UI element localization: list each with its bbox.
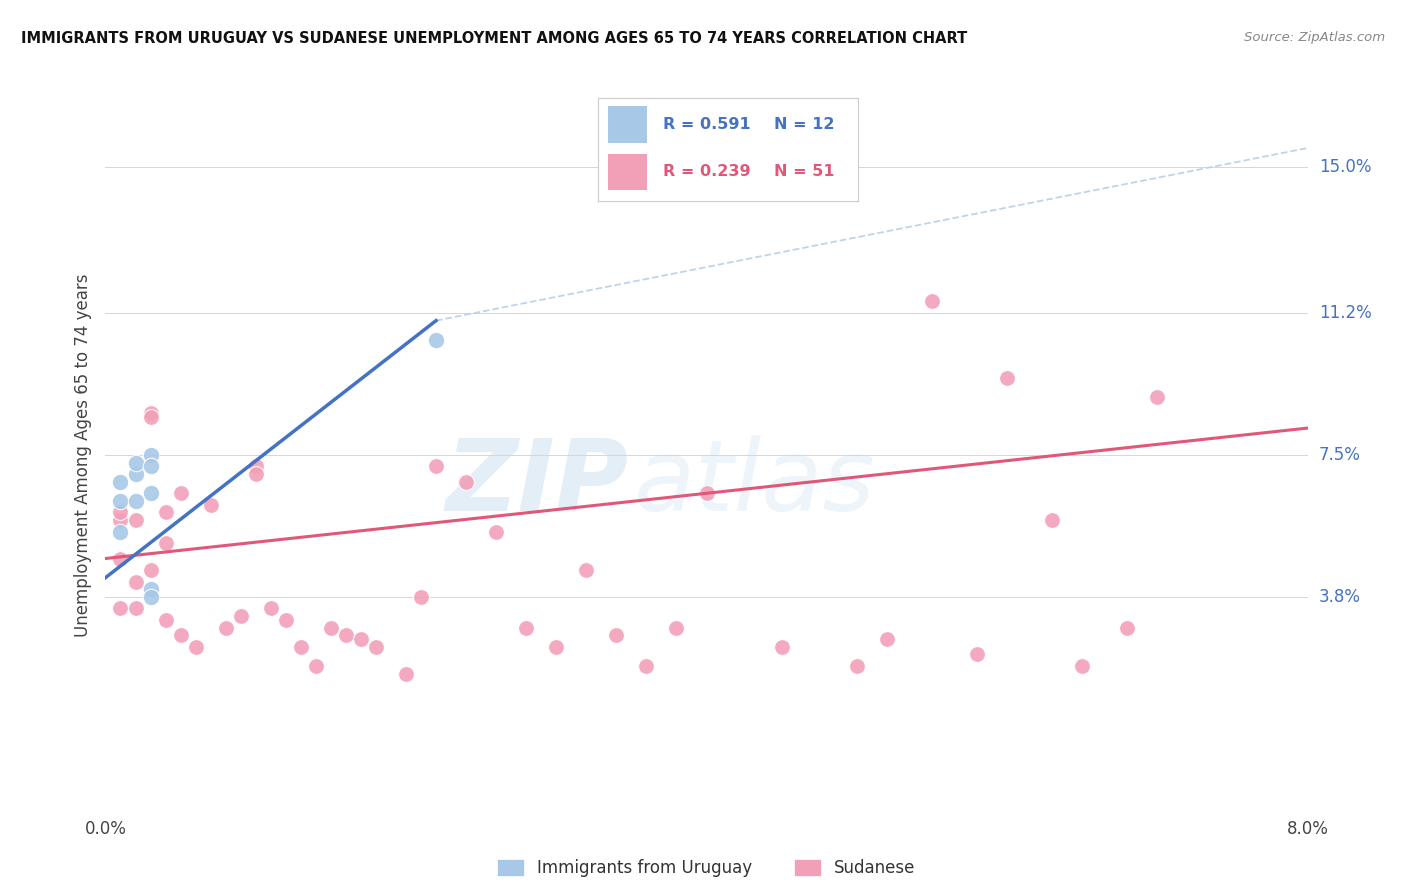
Text: atlas: atlas xyxy=(634,435,876,532)
Text: R = 0.239: R = 0.239 xyxy=(662,164,751,179)
Point xyxy=(1040,513,1063,527)
Point xyxy=(124,456,146,470)
Point xyxy=(1146,390,1168,404)
Point xyxy=(966,648,988,662)
Point xyxy=(409,590,432,604)
Point xyxy=(921,294,943,309)
Point xyxy=(155,613,177,627)
Point xyxy=(319,621,342,635)
Point xyxy=(139,590,162,604)
Text: IMMIGRANTS FROM URUGUAY VS SUDANESE UNEMPLOYMENT AMONG AGES 65 TO 74 YEARS CORRE: IMMIGRANTS FROM URUGUAY VS SUDANESE UNEM… xyxy=(21,31,967,46)
Point xyxy=(305,659,328,673)
Point xyxy=(124,601,146,615)
Y-axis label: Unemployment Among Ages 65 to 74 years: Unemployment Among Ages 65 to 74 years xyxy=(73,273,91,637)
Point xyxy=(139,409,162,424)
Point xyxy=(1116,621,1139,635)
Point xyxy=(110,601,132,615)
Point xyxy=(184,640,207,654)
Text: 3.8%: 3.8% xyxy=(1319,588,1361,606)
Point xyxy=(364,640,387,654)
Text: R = 0.591: R = 0.591 xyxy=(662,117,751,132)
Point xyxy=(425,333,447,347)
Point xyxy=(260,601,283,615)
Point xyxy=(169,486,191,500)
Point xyxy=(110,506,132,520)
Text: N = 12: N = 12 xyxy=(775,117,835,132)
Point xyxy=(124,513,146,527)
Text: 7.5%: 7.5% xyxy=(1319,446,1361,464)
Point xyxy=(110,513,132,527)
Point xyxy=(665,621,688,635)
Point xyxy=(350,632,373,646)
Point xyxy=(155,506,177,520)
Point xyxy=(155,536,177,550)
Point xyxy=(139,459,162,474)
Point xyxy=(110,551,132,566)
FancyBboxPatch shape xyxy=(607,153,647,190)
Point xyxy=(515,621,537,635)
Point xyxy=(169,628,191,642)
Point xyxy=(876,632,898,646)
Point xyxy=(139,406,162,420)
Text: 15.0%: 15.0% xyxy=(1319,158,1371,177)
FancyBboxPatch shape xyxy=(607,106,647,144)
Point xyxy=(395,666,418,681)
Point xyxy=(245,467,267,482)
Point xyxy=(110,524,132,539)
Point xyxy=(229,609,252,624)
Point xyxy=(124,494,146,508)
Point xyxy=(1071,659,1094,673)
Point xyxy=(139,448,162,462)
Point xyxy=(995,371,1018,385)
Point xyxy=(696,486,718,500)
Point xyxy=(214,621,236,635)
Point xyxy=(605,628,627,642)
Point xyxy=(124,574,146,589)
Text: Source: ZipAtlas.com: Source: ZipAtlas.com xyxy=(1244,31,1385,45)
Point xyxy=(575,563,598,577)
Point xyxy=(845,659,868,673)
Point xyxy=(139,563,162,577)
Point xyxy=(274,613,297,627)
Point xyxy=(425,459,447,474)
Point xyxy=(636,659,658,673)
Point xyxy=(335,628,357,642)
Text: 11.2%: 11.2% xyxy=(1319,304,1371,322)
Point xyxy=(485,524,508,539)
Text: ZIP: ZIP xyxy=(446,435,628,532)
Point xyxy=(139,582,162,597)
Point xyxy=(454,475,477,489)
Point xyxy=(546,640,568,654)
Legend: Immigrants from Uruguay, Sudanese: Immigrants from Uruguay, Sudanese xyxy=(489,851,924,886)
Point xyxy=(124,467,146,482)
Point xyxy=(770,640,793,654)
Point xyxy=(200,498,222,512)
Point xyxy=(110,494,132,508)
Point xyxy=(110,475,132,489)
Point xyxy=(245,459,267,474)
Point xyxy=(290,640,312,654)
Text: N = 51: N = 51 xyxy=(775,164,835,179)
Point xyxy=(139,486,162,500)
